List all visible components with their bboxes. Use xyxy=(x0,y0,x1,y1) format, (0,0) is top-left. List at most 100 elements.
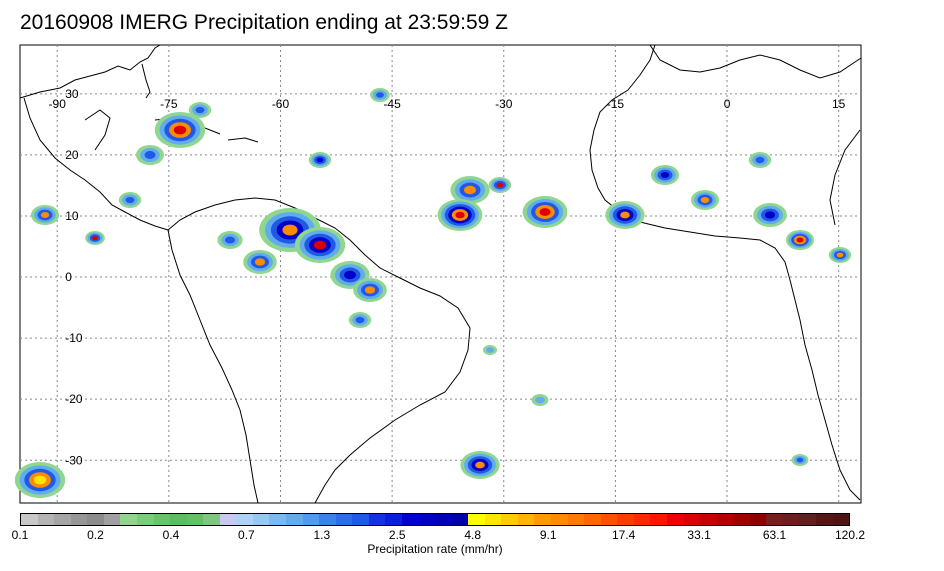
colorbar-tick-labels: 0.1 0.2 0.4 0.7 1.3 2.5 4.8 9.1 17.4 33.1 63.1 120.… xyxy=(0,528,944,544)
colorbar-swatch xyxy=(782,514,800,525)
colorbar-swatch xyxy=(435,514,452,525)
precip-cell xyxy=(660,171,670,179)
precip-cell xyxy=(364,286,376,294)
longitude-label: -15 xyxy=(607,97,625,111)
colorbar-swatch xyxy=(219,514,237,525)
precip-cell xyxy=(700,196,710,204)
colorbar-swatch xyxy=(600,514,618,525)
precip-cell xyxy=(144,151,156,159)
colorbar-swatch xyxy=(252,514,270,525)
colorbar-swatch xyxy=(269,514,286,525)
precip-cell xyxy=(486,347,494,353)
coastline-south-america-west xyxy=(167,229,259,504)
coastline-europe xyxy=(649,44,862,79)
map-title: 20160908 IMERG Precipitation ending at 2… xyxy=(20,11,508,34)
precip-cell xyxy=(376,92,384,98)
colorbar-swatch xyxy=(103,514,121,525)
precip-cell xyxy=(40,211,50,219)
latitude-label: -30 xyxy=(65,453,83,467)
precip-cell xyxy=(355,316,365,324)
longitude-label: -30 xyxy=(495,97,513,111)
longitude-label: -60 xyxy=(272,97,290,111)
precip-cell xyxy=(254,258,266,266)
colorbar-tick-label: 17.4 xyxy=(611,528,636,542)
precip-cell xyxy=(464,185,476,195)
colorbar-swatch xyxy=(749,514,767,525)
colorbar-swatch xyxy=(352,514,369,525)
colorbar-swatch xyxy=(766,514,783,525)
colorbar-swatch xyxy=(153,514,171,525)
latitude-label: -20 xyxy=(65,392,83,406)
colorbar-swatch xyxy=(816,514,833,525)
precipitation-field xyxy=(14,88,852,498)
precip-cell xyxy=(282,224,298,236)
colorbar-tick-label: 9.1 xyxy=(539,528,557,542)
colorbar-swatch xyxy=(617,514,634,525)
coastline-south-america xyxy=(167,197,471,504)
colorbar-swatch xyxy=(683,514,701,525)
colorbar-swatch xyxy=(567,514,585,525)
colorbar-tick-label: 1.3 xyxy=(313,528,331,542)
colorbar-tick-label: 120.2 xyxy=(834,528,866,542)
precip-cell xyxy=(455,211,465,219)
colorbar-swatch xyxy=(468,514,485,525)
latitude-label: -10 xyxy=(65,331,83,345)
precip-cell xyxy=(173,125,187,135)
latitude-label: 10 xyxy=(65,209,79,223)
colorbar-tick-label: 0.4 xyxy=(162,528,180,542)
colorbar-swatch xyxy=(236,514,253,525)
latitude-label: 0 xyxy=(65,270,72,284)
longitude-label: 15 xyxy=(832,97,846,111)
precip-cell xyxy=(125,196,135,204)
precip-cell xyxy=(496,182,504,188)
colorbar-swatch xyxy=(584,514,601,525)
coastline-yucatan xyxy=(84,109,111,151)
latitude-label: 20 xyxy=(65,148,79,162)
latitude-label: 30 xyxy=(65,87,79,101)
colorbar-swatch xyxy=(451,514,469,525)
coastline-africa-north xyxy=(589,44,861,501)
precip-cell xyxy=(796,457,804,463)
precip-cell xyxy=(620,211,630,219)
colorbar-tick-label: 33.1 xyxy=(687,528,711,542)
longitude-label: -45 xyxy=(383,97,401,111)
colorbar-swatch xyxy=(385,514,402,525)
colorbar-swatch xyxy=(170,514,187,525)
precip-cell xyxy=(313,240,327,250)
colorbar-swatch xyxy=(832,514,850,525)
longitude-label: -75 xyxy=(160,97,178,111)
colorbar-swatch xyxy=(87,514,104,525)
colorbar-swatch xyxy=(120,514,137,525)
colorbar-tick-label: 0.2 xyxy=(87,528,104,542)
colorbar-tick-label: 0.1 xyxy=(11,528,29,542)
precip-cell xyxy=(755,156,765,164)
coastlines xyxy=(19,44,862,504)
colorbar-tick-label: 2.5 xyxy=(388,528,406,542)
colorbar-title: Precipitation rate (mm/hr) xyxy=(367,542,503,556)
colorbar-swatch xyxy=(484,514,502,525)
colorbar-tick-label: 0.7 xyxy=(238,528,255,542)
longitude-labels: -90 -75 -60 -45 -30 -15 0 15 xyxy=(49,97,846,111)
precip-cell xyxy=(225,236,235,244)
colorbar-tick-label: 4.8 xyxy=(464,528,482,542)
precip-cell xyxy=(539,208,551,216)
colorbar-swatch xyxy=(534,514,551,525)
colorbar-swatch xyxy=(650,514,667,525)
colorbar-swatch xyxy=(368,514,386,525)
precip-cell xyxy=(33,475,47,485)
colorbar-swatch xyxy=(633,514,651,525)
precip-cell xyxy=(796,237,804,243)
precip-cell xyxy=(92,235,98,241)
latitude-labels: 30 20 10 0 -10 -20 -30 xyxy=(65,87,83,467)
coastline-hispaniola xyxy=(227,137,259,143)
colorbar-swatch xyxy=(517,514,535,525)
precip-cell xyxy=(344,270,356,280)
colorbar-swatch xyxy=(716,514,734,525)
map-frame xyxy=(19,44,862,504)
precip-cell xyxy=(535,396,545,404)
colorbar-tick-label: 63.1 xyxy=(762,528,787,542)
colorbar-swatch xyxy=(302,514,320,525)
precip-cell xyxy=(195,106,205,114)
longitude-label: -90 xyxy=(49,97,67,111)
